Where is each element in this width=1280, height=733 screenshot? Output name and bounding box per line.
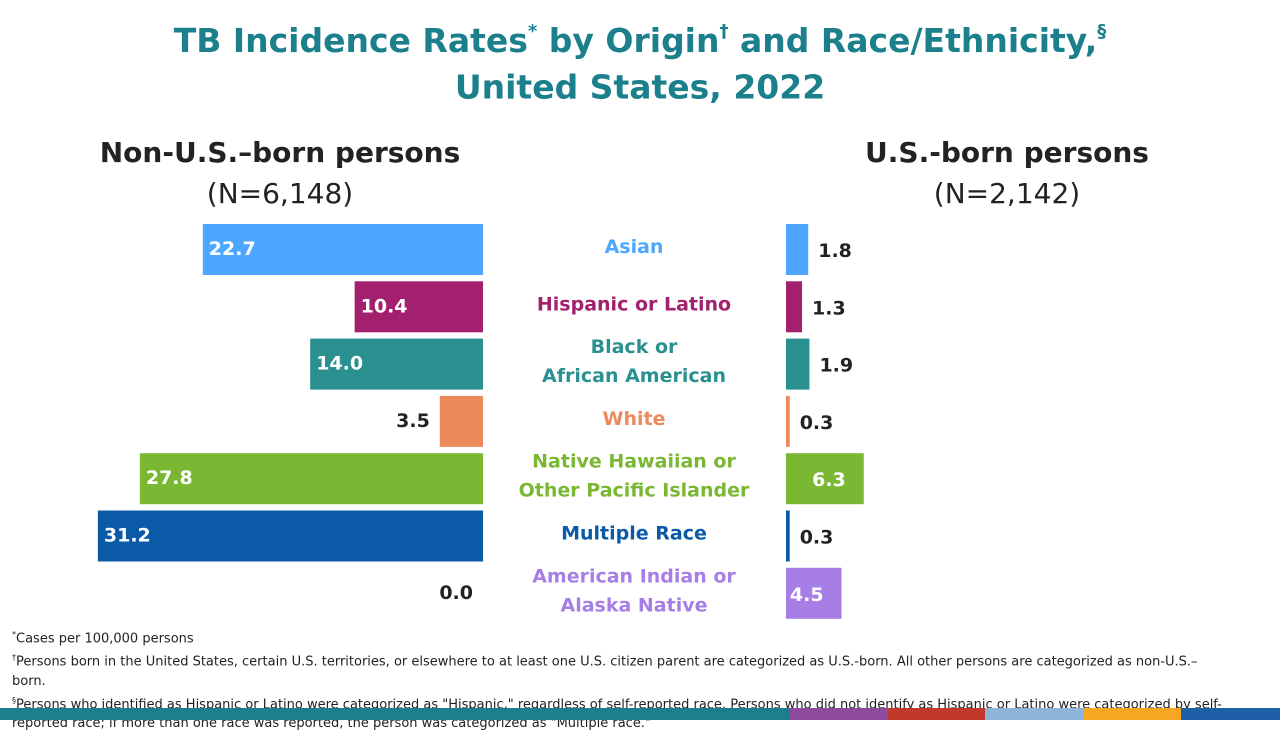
- category-label: Other Pacific Islander: [519, 480, 750, 502]
- bar: [786, 224, 809, 275]
- bar: [786, 453, 864, 505]
- bar: [439, 395, 483, 447]
- stripe: [888, 708, 985, 720]
- stripe: [790, 708, 888, 720]
- bar: [354, 281, 483, 333]
- value-label: 4.5: [790, 584, 824, 606]
- value-label: 1.9: [819, 355, 853, 377]
- value-label: 10.4: [361, 295, 408, 317]
- category-label: Asian: [605, 236, 664, 258]
- category-label: Alaska Native: [560, 594, 707, 616]
- series-name: Non-U.S.–born persons: [100, 136, 461, 169]
- value-label: 0.0: [439, 582, 473, 604]
- bar: [310, 338, 483, 390]
- value-label: 6.3: [812, 469, 846, 491]
- title-part: by Origin: [537, 21, 719, 60]
- title-mark: §: [1097, 21, 1106, 42]
- title-part: TB Incidence Rates: [174, 21, 528, 60]
- title-part: and Race/Ethnicity,: [729, 21, 1098, 60]
- footnote-text: Cases per 100,000 persons: [16, 631, 194, 647]
- value-label: 22.7: [209, 238, 256, 260]
- footnote: †Persons born in the United States, cert…: [12, 648, 1222, 690]
- bar: [202, 224, 483, 275]
- title-mark: *: [528, 21, 538, 42]
- footnote-text: Persons born in the United States, certa…: [12, 654, 1198, 689]
- value-label: 1.3: [812, 297, 846, 319]
- value-label: 14.0: [316, 353, 363, 375]
- value-label: 0.3: [800, 527, 834, 549]
- category-label: American Indian or: [532, 565, 736, 587]
- footnote: *Cases per 100,000 persons: [12, 625, 1222, 648]
- category-label: Black or: [591, 336, 678, 358]
- value-label: 31.2: [104, 525, 151, 547]
- category-label: White: [603, 408, 666, 430]
- category-label: Native Hawaiian or: [532, 451, 736, 473]
- footnote-mark: *: [12, 630, 16, 639]
- value-label: 0.3: [800, 412, 834, 434]
- bar: [786, 281, 803, 333]
- chart-title: TB Incidence Rates* by Origin† and Race/…: [174, 21, 1107, 60]
- series-name: U.S.-born persons: [865, 136, 1149, 169]
- bar: [786, 567, 842, 619]
- category-label: Multiple Race: [561, 523, 707, 545]
- value-label: 3.5: [396, 410, 430, 432]
- stripe: [1083, 708, 1181, 720]
- category-label: Hispanic or Latino: [537, 293, 731, 315]
- title-mark: †: [720, 21, 729, 42]
- bar: [786, 510, 790, 562]
- stripe: [985, 708, 1083, 720]
- bar: [139, 453, 483, 505]
- value-label: 1.8: [818, 240, 852, 262]
- stripe: [1181, 708, 1280, 720]
- stripe: [0, 708, 790, 720]
- footnote-mark: †: [12, 653, 16, 663]
- footnote-mark: §: [12, 695, 16, 705]
- bar: [786, 338, 810, 390]
- category-label: African American: [542, 365, 726, 387]
- bar: [786, 395, 790, 447]
- chart-subtitle: United States, 2022: [455, 68, 825, 107]
- series-n: (N=6,148): [207, 177, 353, 210]
- bar: [97, 510, 483, 562]
- value-label: 27.8: [146, 467, 193, 489]
- series-n: (N=2,142): [934, 177, 1080, 210]
